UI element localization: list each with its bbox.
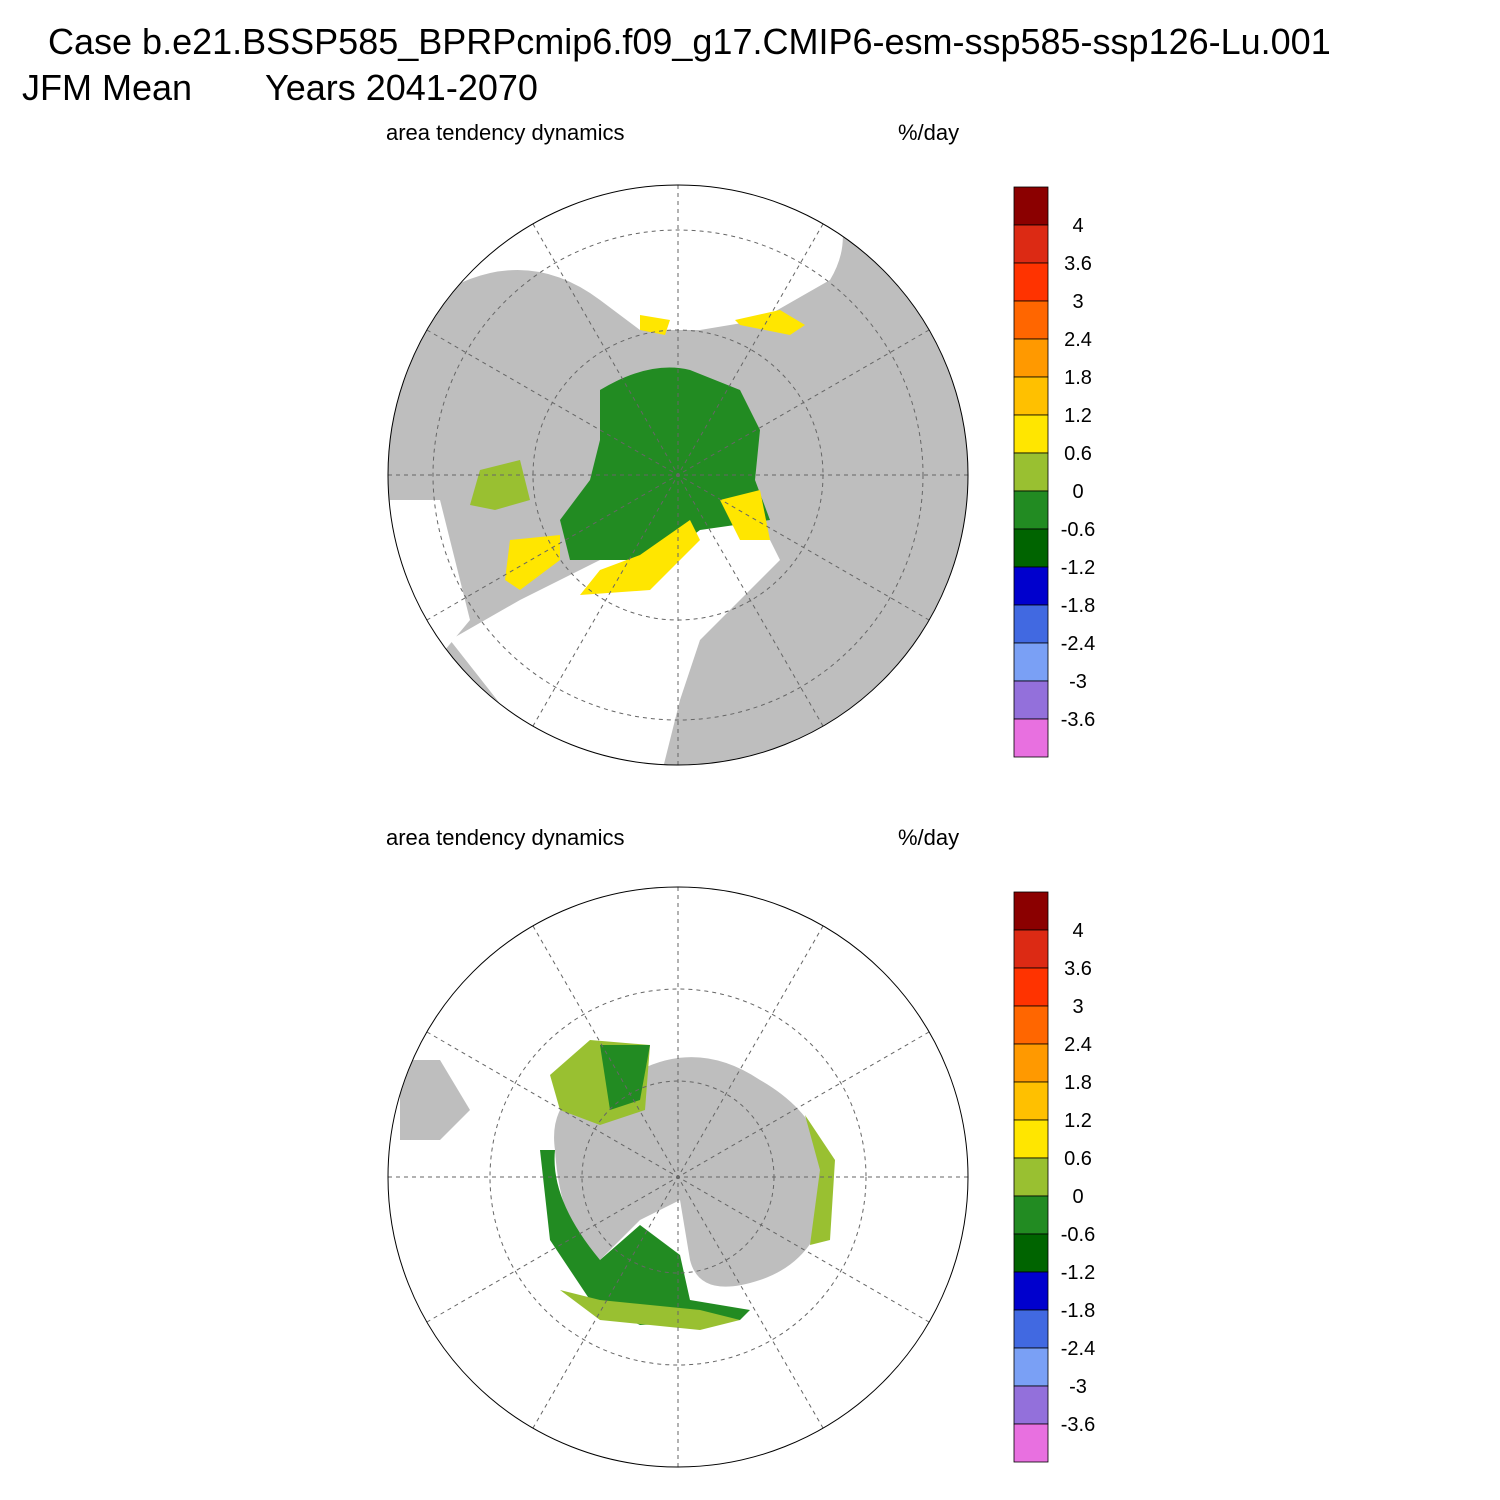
colorbar-box: [1013, 528, 1049, 568]
colorbar-label: 2.4: [1064, 329, 1092, 351]
colorbar-label: 0.6: [1064, 443, 1092, 465]
colorbar-label: 0: [1072, 481, 1083, 503]
colorbar-label: 0: [1072, 1186, 1083, 1208]
colorbar-label: -1.2: [1061, 557, 1095, 579]
colorbar-label: 3.6: [1064, 253, 1092, 275]
colorbar-label: -1.2: [1061, 1262, 1095, 1284]
colorbar-label: 3: [1072, 996, 1083, 1018]
colorbar-label: 0.6: [1064, 1148, 1092, 1170]
colorbar-label: -0.6: [1061, 1224, 1095, 1246]
colorbar-label: 1.8: [1064, 367, 1092, 389]
colorbar-box: [1013, 1271, 1049, 1311]
colorbar-box: [1013, 718, 1049, 758]
colorbar-box: [1013, 1005, 1049, 1045]
colorbar-box: [1013, 300, 1049, 340]
north-map: [388, 185, 968, 765]
colorbar-label: -3.6: [1061, 709, 1095, 731]
colorbar-label: -1.8: [1061, 595, 1095, 617]
colorbar-box: [1013, 1233, 1049, 1273]
colorbar-box: [1013, 1423, 1049, 1463]
colorbar-box: [1013, 1309, 1049, 1349]
season: JFM Mean: [22, 67, 192, 108]
colorbar-label: -3: [1069, 671, 1087, 693]
colorbar-box: [1013, 186, 1049, 226]
colorbar-box: [1013, 1043, 1049, 1083]
colorbar-box: [1013, 262, 1049, 302]
colorbar-box: [1013, 452, 1049, 492]
colorbar-box: [1013, 566, 1049, 606]
colorbar-label: -3.6: [1061, 1414, 1095, 1436]
colorbar-box: [1013, 929, 1049, 969]
colorbar-label: 3.6: [1064, 958, 1092, 980]
colorbar-label: 4: [1072, 920, 1083, 942]
south-map: [388, 887, 968, 1467]
colorbar-box: [1013, 680, 1049, 720]
panel-left-label: area tendency dynamics: [386, 825, 624, 850]
colorbar-box: [1013, 224, 1049, 264]
colorbar-box: [1013, 1385, 1049, 1425]
colorbar-box: [1013, 338, 1049, 378]
colorbar-box: [1013, 1157, 1049, 1197]
panel-left-label: area tendency dynamics: [386, 120, 624, 145]
colorbar-label: 1.2: [1064, 405, 1092, 427]
colorbar-label: -2.4: [1061, 1338, 1095, 1360]
title: Case b.e21.BSSP585_BPRPcmip6.f09_g17.CMI…: [48, 21, 1331, 62]
colorbar-box: [1013, 1195, 1049, 1235]
colorbar-box: [1013, 490, 1049, 530]
colorbar-box: [1013, 1081, 1049, 1121]
colorbar-label: -3: [1069, 1376, 1087, 1398]
colorbar-label: 1.8: [1064, 1072, 1092, 1094]
colorbar-box: [1013, 604, 1049, 644]
south-grid: [387, 886, 969, 1468]
north-grid: [387, 184, 969, 766]
colorbar-label: -1.8: [1061, 1300, 1095, 1322]
years: Years 2041-2070: [265, 67, 538, 108]
colorbar-label: 2.4: [1064, 1034, 1092, 1056]
colorbar-box: [1013, 967, 1049, 1007]
colorbar-label: 1.2: [1064, 1110, 1092, 1132]
colorbar-box: [1013, 376, 1049, 416]
colorbar-box: [1013, 1347, 1049, 1387]
colorbar-box: [1013, 414, 1049, 454]
panel-right-label: %/day: [898, 825, 959, 850]
colorbar-label: 3: [1072, 291, 1083, 313]
colorbar-label: -2.4: [1061, 633, 1095, 655]
colorbar-box: [1013, 642, 1049, 682]
colorbar-label: -0.6: [1061, 519, 1095, 541]
colorbar-box: [1013, 891, 1049, 931]
colorbar-box: [1013, 1119, 1049, 1159]
colorbar-label: 4: [1072, 215, 1083, 237]
panel-right-label: %/day: [898, 120, 959, 145]
